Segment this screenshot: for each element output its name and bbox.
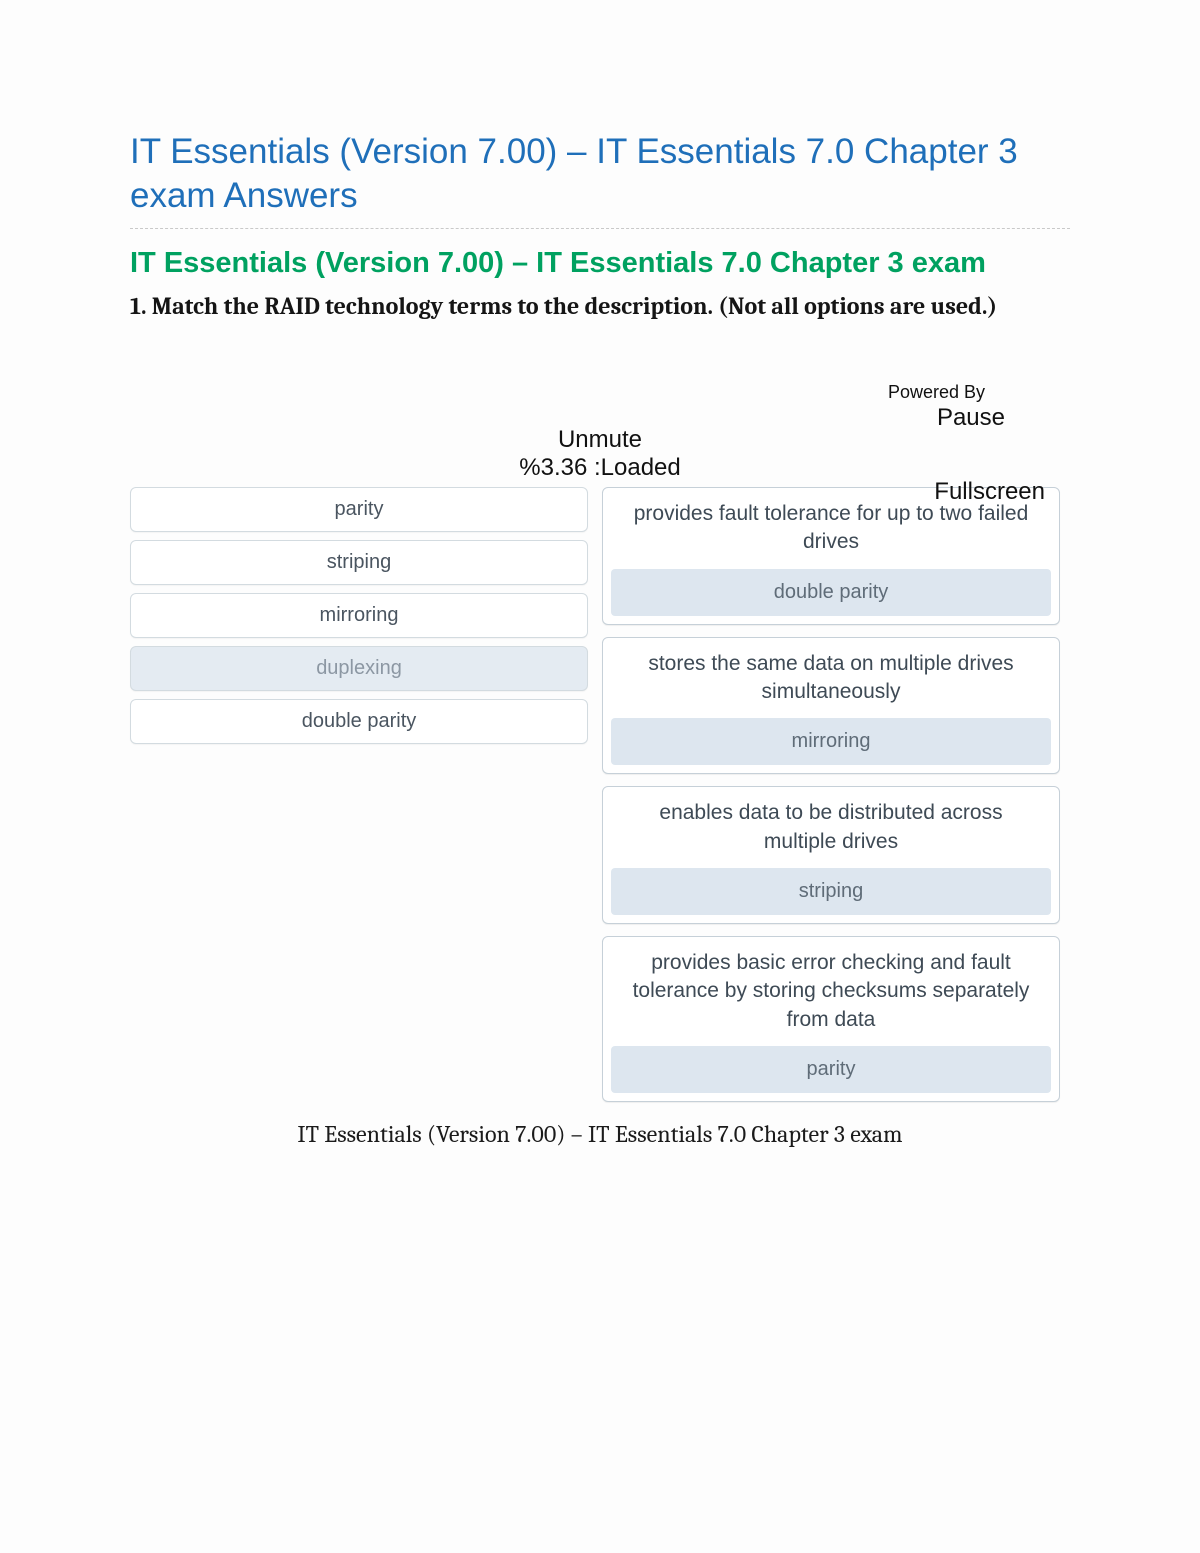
description-text: provides basic error checking and fault … — [611, 945, 1051, 1046]
description-text: provides fault tolerance for up to two f… — [611, 496, 1051, 569]
term-card[interactable]: mirroring — [130, 593, 588, 638]
term-card-used[interactable]: duplexing — [130, 646, 588, 691]
page-title-link[interactable]: IT Essentials (Version 7.00) – IT Essent… — [130, 130, 1070, 218]
figure-caption: IT Essentials (Version 7.00) – IT Essent… — [130, 1120, 1070, 1148]
title-divider — [130, 228, 1070, 229]
description-text: stores the same data on multiple drives … — [611, 646, 1051, 719]
unmute-button[interactable]: Unmute — [558, 426, 642, 454]
page-subtitle: IT Essentials (Version 7.00) – IT Essent… — [130, 245, 1070, 281]
term-card[interactable]: striping — [130, 540, 588, 585]
powered-by-label: Powered By — [888, 382, 985, 403]
term-card[interactable]: parity — [130, 487, 588, 532]
description-card: provides basic error checking and fault … — [602, 936, 1060, 1102]
document-page: IT Essentials (Version 7.00) – IT Essent… — [0, 0, 1200, 1198]
answer-slot[interactable]: parity — [611, 1046, 1051, 1093]
answer-slot[interactable]: mirroring — [611, 718, 1051, 765]
matching-area: parity striping mirroring duplexing doub… — [130, 487, 1070, 1102]
terms-column: parity striping mirroring duplexing doub… — [130, 487, 588, 1102]
description-card: provides fault tolerance for up to two f… — [602, 487, 1060, 625]
pause-button[interactable]: Pause — [937, 404, 1005, 432]
answer-slot[interactable]: striping — [611, 868, 1051, 915]
answer-slot[interactable]: double parity — [611, 569, 1051, 616]
description-text: enables data to be distributed across mu… — [611, 795, 1051, 868]
question-text: 1. Match the RAID technology terms to th… — [130, 291, 1070, 322]
loaded-status: %3.36 :Loaded — [519, 454, 680, 482]
descriptions-column: provides fault tolerance for up to two f… — [602, 487, 1060, 1102]
fullscreen-button[interactable]: Fullscreen — [934, 478, 1045, 506]
description-card: stores the same data on multiple drives … — [602, 637, 1060, 775]
term-card[interactable]: double parity — [130, 699, 588, 744]
description-card: enables data to be distributed across mu… — [602, 786, 1060, 924]
